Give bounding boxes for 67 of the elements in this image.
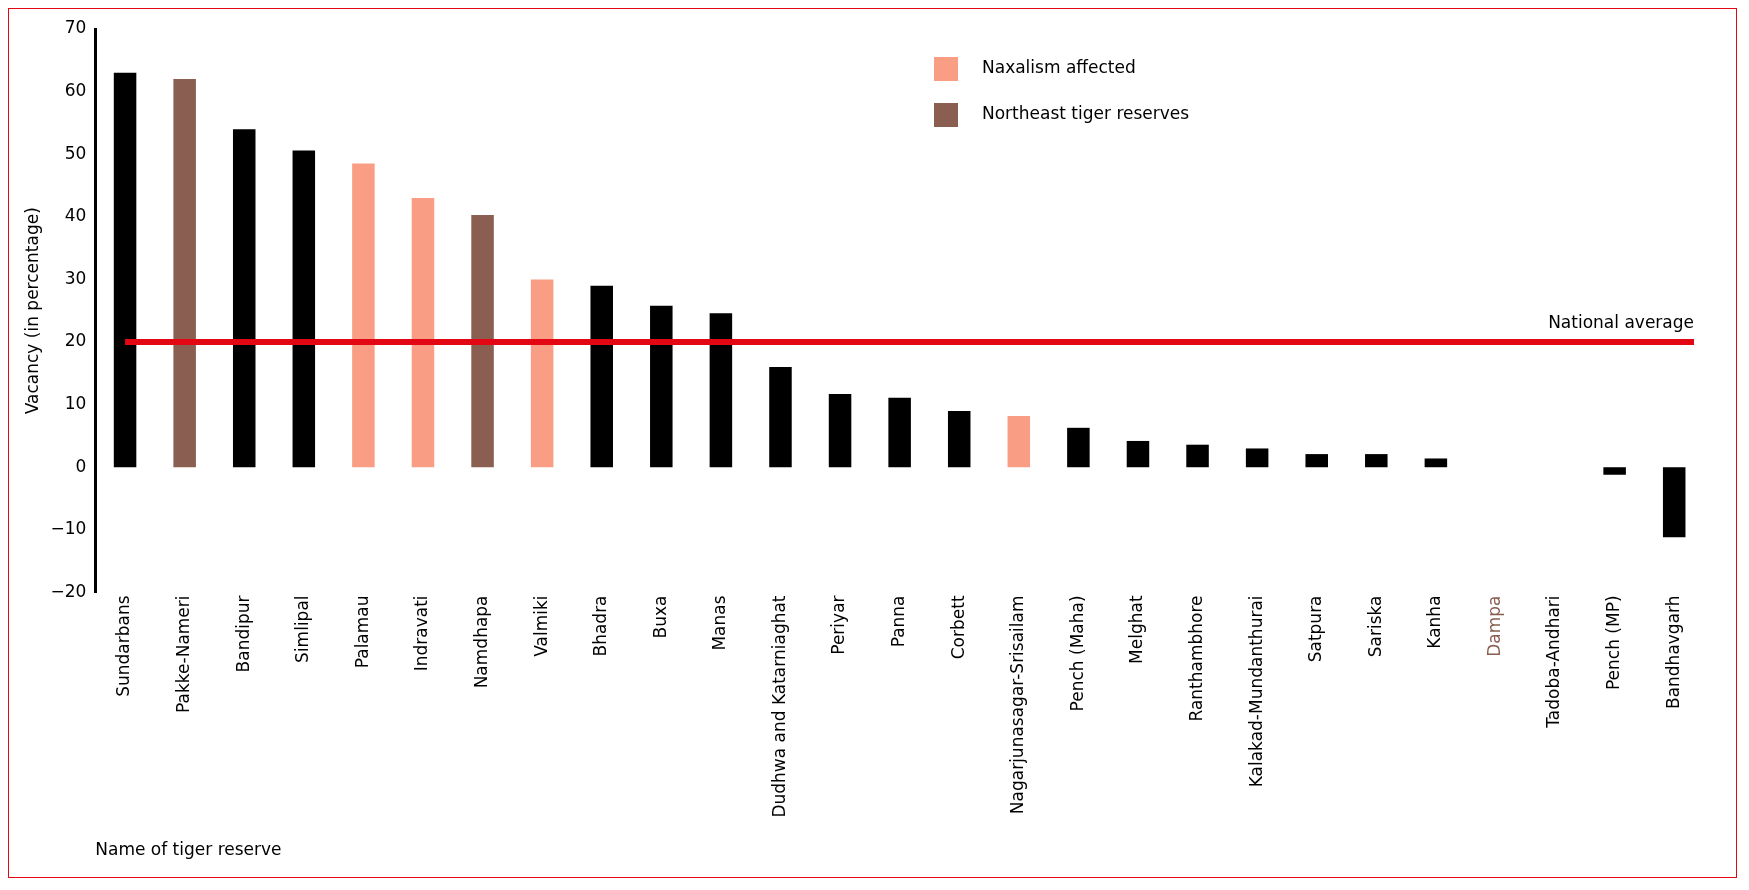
y-tick-label: −20 bbox=[50, 580, 87, 601]
x-axis-title: Name of tiger reserve bbox=[95, 839, 282, 860]
x-tick-label: Dampa bbox=[1483, 595, 1504, 657]
bar bbox=[292, 150, 316, 468]
bar bbox=[1662, 467, 1686, 538]
bar bbox=[1186, 444, 1209, 468]
bar bbox=[590, 285, 613, 468]
y-tick-label: 60 bbox=[64, 80, 87, 101]
bar bbox=[1126, 440, 1150, 468]
bar bbox=[530, 279, 554, 468]
bar bbox=[1305, 454, 1328, 468]
bar bbox=[947, 410, 971, 468]
x-tick-label: Buxa bbox=[649, 595, 670, 639]
x-tick-label: Namdhapa bbox=[470, 595, 491, 689]
bar bbox=[828, 393, 852, 468]
x-tick-label: Melghat bbox=[1126, 595, 1147, 664]
x-tick-label: Ranthambhore bbox=[1185, 595, 1206, 722]
y-tick-label: 20 bbox=[64, 330, 87, 351]
bar bbox=[1245, 448, 1269, 468]
bar bbox=[352, 163, 375, 468]
legend-label: Northeast tiger reserves bbox=[982, 103, 1190, 124]
x-tick-label: Valmiki bbox=[530, 595, 551, 657]
bar bbox=[769, 367, 792, 468]
x-tick-label: Bandhavgarh bbox=[1662, 595, 1683, 710]
y-tick-label: 70 bbox=[64, 17, 87, 38]
y-tick-label: 40 bbox=[64, 205, 87, 226]
x-tick-label: Palamau bbox=[351, 595, 372, 669]
x-tick-label: Sariska bbox=[1364, 595, 1385, 658]
bar bbox=[232, 129, 256, 468]
x-tick-label: Dudhwa and Katarniaghat bbox=[768, 595, 789, 818]
ref-line-label: National average bbox=[1548, 311, 1694, 332]
y-tick-label: −10 bbox=[50, 518, 87, 539]
x-tick-label: Bandipur bbox=[232, 595, 253, 673]
bar bbox=[1007, 415, 1031, 468]
x-tick-label: Indravati bbox=[411, 595, 432, 672]
bar bbox=[1365, 454, 1388, 468]
x-tick-label: Periyar bbox=[828, 595, 849, 655]
x-tick-label: Sundarbans bbox=[113, 595, 134, 697]
x-tick-label: Pench (Maha) bbox=[1066, 595, 1087, 712]
bar bbox=[1424, 458, 1448, 468]
bar bbox=[173, 79, 196, 468]
bar bbox=[1067, 427, 1090, 468]
x-tick-label: Bhadra bbox=[590, 595, 611, 657]
x-tick-label: Simlipal bbox=[292, 595, 313, 663]
x-tick-label: Nagarjunasagar-Srisailam bbox=[1007, 595, 1028, 815]
bar bbox=[471, 214, 494, 468]
bar bbox=[650, 305, 673, 468]
x-tick-label: Pakke-Nameri bbox=[173, 595, 194, 713]
y-tick-label: 10 bbox=[64, 393, 87, 414]
bar bbox=[411, 198, 435, 468]
y-tick-label: 50 bbox=[64, 142, 87, 163]
x-tick-label: Tadoba-Andhari bbox=[1543, 595, 1564, 729]
x-tick-label: Pench (MP) bbox=[1603, 595, 1624, 691]
x-tick-label: Manas bbox=[709, 595, 730, 651]
legend-label: Naxalism affected bbox=[982, 57, 1136, 78]
y-axis-title: Vacancy (in percentage) bbox=[21, 207, 42, 415]
bar bbox=[709, 313, 733, 468]
bar bbox=[888, 397, 911, 468]
x-tick-label: Kanha bbox=[1424, 595, 1445, 649]
x-tick-label: Panna bbox=[888, 595, 909, 648]
y-tick-label: 30 bbox=[64, 267, 87, 288]
x-tick-label: Satpura bbox=[1305, 595, 1326, 663]
y-tick-label: 0 bbox=[75, 455, 87, 476]
bar bbox=[113, 72, 137, 468]
bar bbox=[1603, 467, 1626, 475]
x-tick-label: Corbett bbox=[947, 595, 968, 660]
x-tick-label: Kalakad-Mundanthurai bbox=[1245, 595, 1266, 788]
